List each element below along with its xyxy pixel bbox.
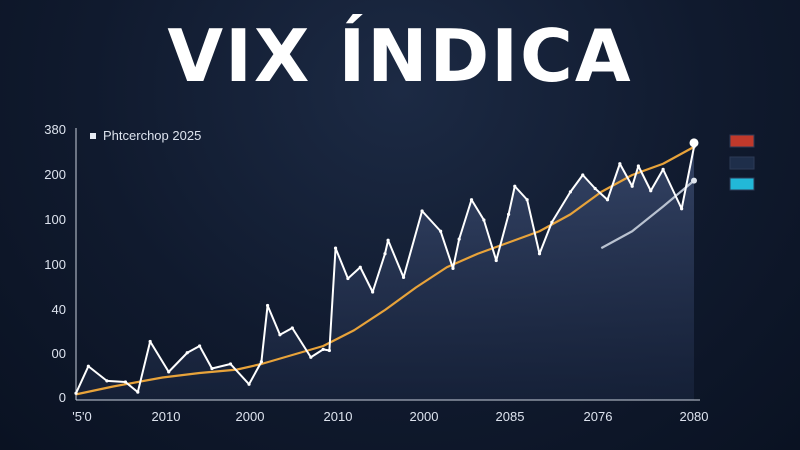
data-point bbox=[636, 164, 640, 168]
y-tick-label: 200 bbox=[44, 167, 66, 182]
data-point bbox=[451, 266, 455, 270]
data-point bbox=[494, 258, 498, 263]
end-marker bbox=[691, 177, 697, 184]
data-point bbox=[321, 347, 325, 351]
legend-swatches bbox=[729, 134, 755, 191]
data-point bbox=[680, 207, 684, 211]
data-point bbox=[86, 364, 90, 368]
data-point bbox=[401, 275, 406, 279]
y-tick-label: 0 bbox=[59, 390, 66, 405]
x-tick-label: 2000 bbox=[410, 409, 439, 424]
data-point bbox=[537, 252, 542, 256]
legend-marker bbox=[90, 133, 96, 139]
data-point bbox=[457, 237, 461, 241]
data-point bbox=[265, 303, 270, 308]
x-ticks: '5'0 2010 2000 2010 2000 2085 2076 2080 bbox=[72, 409, 708, 424]
data-point bbox=[198, 344, 202, 348]
data-point bbox=[618, 162, 622, 166]
series-line-1 bbox=[75, 145, 695, 396]
data-point bbox=[630, 184, 634, 188]
data-point bbox=[507, 212, 511, 216]
x-tick-label: 2085 bbox=[496, 409, 525, 424]
x-tick-label: 2076 bbox=[584, 409, 613, 424]
y-tick-label: 100 bbox=[44, 212, 66, 227]
data-point bbox=[123, 380, 128, 384]
x-tick-label: 2010 bbox=[324, 409, 353, 424]
data-point bbox=[593, 186, 597, 191]
legend-swatch bbox=[729, 177, 755, 191]
data-point bbox=[581, 173, 585, 177]
x-tick-label: 2010 bbox=[152, 409, 181, 424]
data-point bbox=[383, 252, 387, 256]
area-fill bbox=[76, 146, 694, 400]
x-tick-label: 2080 bbox=[680, 409, 709, 424]
data-point bbox=[605, 198, 610, 202]
data-point bbox=[661, 167, 665, 171]
data-point bbox=[482, 218, 486, 222]
data-point bbox=[420, 209, 424, 213]
data-point bbox=[525, 198, 529, 202]
data-point bbox=[568, 190, 573, 194]
y-tick-label: 00 bbox=[52, 346, 66, 361]
data-point bbox=[167, 370, 171, 374]
x-tick-label: 2000 bbox=[236, 409, 265, 424]
data-point bbox=[327, 348, 331, 353]
end-marker bbox=[689, 138, 699, 148]
data-point bbox=[74, 391, 78, 395]
legend-label: Phtcerchop 2025 bbox=[103, 128, 201, 143]
data-point bbox=[278, 333, 282, 337]
data-point bbox=[309, 355, 313, 359]
y-tick-label: 380 bbox=[44, 122, 66, 137]
data-point bbox=[247, 382, 251, 386]
data-point bbox=[358, 265, 362, 269]
data-point bbox=[333, 246, 338, 250]
data-point bbox=[228, 362, 233, 366]
data-point bbox=[649, 189, 653, 193]
area-under-series bbox=[76, 146, 694, 400]
legend: Phtcerchop 2025 bbox=[90, 128, 201, 143]
data-point bbox=[185, 351, 189, 355]
chart-title: VIX ÍNDICA bbox=[167, 14, 633, 98]
x-tick-label: '5'0 bbox=[72, 409, 91, 424]
data-point bbox=[148, 339, 152, 344]
y-tick-label: 100 bbox=[44, 257, 66, 272]
data-point bbox=[513, 184, 517, 188]
series bbox=[74, 138, 699, 396]
data-point bbox=[105, 379, 109, 383]
data-point bbox=[550, 220, 554, 224]
legend-swatch bbox=[729, 134, 755, 148]
axes bbox=[75, 128, 700, 401]
legend-swatch bbox=[729, 156, 755, 170]
data-point bbox=[290, 326, 294, 330]
data-point bbox=[469, 198, 474, 202]
data-point bbox=[346, 276, 350, 281]
data-point bbox=[259, 360, 263, 364]
data-point bbox=[386, 238, 390, 242]
series-line-2 bbox=[600, 179, 695, 250]
data-point bbox=[371, 290, 375, 294]
data-point bbox=[136, 390, 140, 394]
data-point bbox=[439, 229, 443, 233]
data-point bbox=[210, 366, 214, 371]
y-tick-label: 40 bbox=[52, 302, 66, 317]
